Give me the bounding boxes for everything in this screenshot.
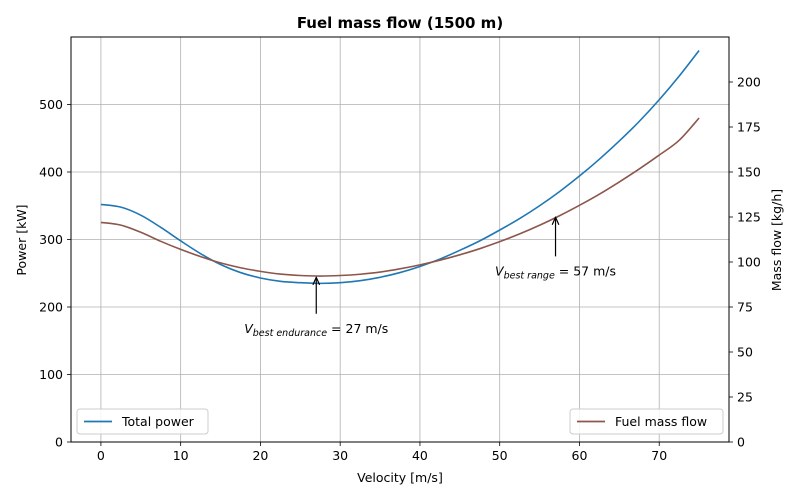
series-line-total-power [100, 50, 700, 285]
x-axis-label: Velocity [m/s] [357, 470, 443, 485]
y-left-tick-label: 0 [55, 435, 63, 450]
legend-total-power: Total power [76, 408, 209, 435]
y-left-tick-label: 200 [39, 300, 63, 315]
x-tick-label: 70 [651, 448, 667, 463]
y-axis-right: 0 25 50 75 100 125 150 175 200 [729, 75, 761, 450]
y-right-tick-label: 75 [737, 300, 753, 315]
y-right-tick-label: 50 [737, 345, 753, 360]
y-right-tick-label: 25 [737, 390, 753, 405]
x-tick-label: 0 [97, 448, 105, 463]
legend-label-total-power: Total power [121, 414, 195, 429]
y-right-tick-label: 175 [737, 120, 761, 135]
x-tick-label: 40 [412, 448, 428, 463]
y-right-tick-label: 125 [737, 210, 761, 225]
legend-frame [76, 408, 209, 435]
y-left-tick-label: 100 [39, 367, 63, 382]
y-axis-left-label: Power [kW] [14, 204, 29, 275]
y-right-tick-label: 100 [737, 255, 761, 270]
legend-frame [569, 408, 724, 435]
annotations: Vbest endurance = 27 m/s Vbest range = 57… [244, 217, 616, 339]
series-layer [100, 50, 700, 285]
y-right-tick-label: 200 [737, 75, 761, 90]
legend-fuel-mass-flow: Fuel mass flow [569, 408, 724, 435]
x-tick-label: 20 [252, 448, 268, 463]
y-right-tick-label: 150 [737, 165, 761, 180]
annotation-label: Vbest endurance = 27 m/s [244, 321, 388, 339]
grid-lines [71, 37, 729, 443]
x-tick-label: 50 [492, 448, 508, 463]
x-tick-label: 60 [572, 448, 588, 463]
x-tick-label: 30 [332, 448, 348, 463]
chart-title: Fuel mass flow (1500 m) [297, 14, 503, 32]
y-axis-left: 0 100 200 300 400 500 [39, 97, 71, 450]
y-left-tick-label: 500 [39, 97, 63, 112]
series-line-fuel-mass-flow [100, 117, 700, 277]
annotation-label: Vbest range = 57 m/s [495, 263, 616, 281]
x-axis: 0 10 20 30 40 50 60 70 [97, 442, 667, 463]
x-tick-label: 10 [173, 448, 189, 463]
y-right-tick-label: 0 [737, 435, 745, 450]
y-left-tick-label: 300 [39, 232, 63, 247]
legend-label-fuel-mass-flow: Fuel mass flow [615, 414, 707, 429]
y-axis-right-label: Mass flow [kg/h] [769, 189, 784, 291]
y-left-tick-label: 400 [39, 165, 63, 180]
